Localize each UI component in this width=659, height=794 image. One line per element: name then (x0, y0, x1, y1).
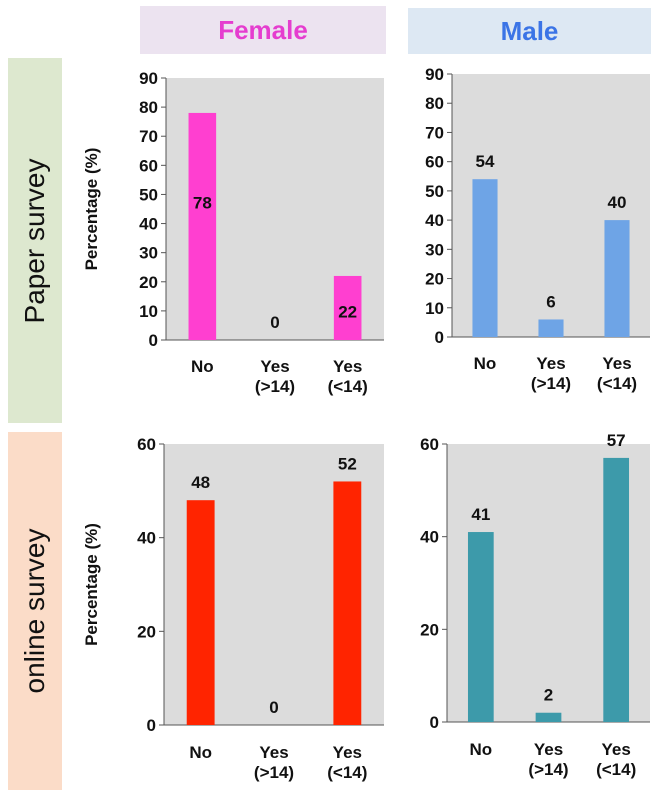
y-tick-label: 40 (425, 211, 444, 230)
y-tick-label: 20 (137, 622, 156, 641)
y-tick-label: 60 (137, 435, 156, 454)
data-label: 2 (544, 686, 553, 705)
y-tick-label: 0 (149, 331, 158, 350)
bar (467, 532, 494, 722)
y-tick-label: 10 (139, 302, 158, 321)
row-label-paper-survey: Paper survey (8, 58, 62, 423)
x-tick-label: Yes (259, 743, 288, 762)
x-tick-label: Yes (602, 740, 631, 759)
bar (535, 712, 562, 722)
y-tick-label: 50 (425, 182, 444, 201)
x-tick-label: Yes (333, 357, 362, 376)
column-header-male: Male (408, 8, 651, 54)
x-tick-label: No (191, 357, 214, 376)
data-label: 78 (193, 193, 212, 212)
y-tick-label: 80 (139, 98, 158, 117)
chart-panel-paper-male: 010203040506070809054No6Yes(>14)40Yes(<1… (425, 65, 650, 393)
y-tick-label: 60 (425, 153, 444, 172)
bar (603, 457, 630, 722)
data-label: 48 (191, 473, 210, 492)
y-tick-label: 40 (137, 529, 156, 548)
y-tick-label: 20 (425, 270, 444, 289)
y-tick-label: 90 (139, 69, 158, 88)
y-axis-label: Percentage (%) (82, 523, 101, 646)
y-tick-label: 0 (435, 328, 444, 347)
column-header-female: Female (140, 6, 386, 54)
x-tick-label: (<14) (597, 374, 637, 393)
bar (186, 500, 215, 725)
y-tick-label: 60 (420, 435, 439, 454)
data-label: 0 (270, 313, 279, 332)
x-tick-label: Yes (260, 357, 289, 376)
bar (604, 220, 630, 337)
chart-panel-paper-female: 0 10 20 30 40 50 60 70 80 90 Percentage (%) 78 No 0 Ye… (82, 69, 384, 396)
y-tick-label: 20 (139, 273, 158, 292)
data-label: 57 (607, 431, 626, 450)
y-tick-label: 40 (420, 528, 439, 547)
x-tick-label: Yes (333, 743, 362, 762)
y-tick-label: 70 (139, 127, 158, 146)
bar (333, 275, 362, 340)
x-tick-label: (>14) (255, 377, 295, 396)
y-tick-label: 30 (139, 244, 158, 263)
y-tick-label: 10 (425, 299, 444, 318)
data-label: 54 (476, 152, 495, 171)
y-tick-label: 30 (425, 240, 444, 259)
column-header-female-label: Female (218, 14, 308, 45)
x-tick-label: (<14) (328, 377, 368, 396)
y-tick-label: 60 (139, 156, 158, 175)
x-tick-label: (<14) (327, 763, 367, 782)
x-tick-label: No (474, 354, 497, 373)
y-tick-label: 0 (147, 716, 156, 735)
data-label: 52 (338, 454, 357, 473)
y-tick-label: 80 (425, 94, 444, 113)
x-tick-label: (>14) (528, 760, 568, 779)
x-tick-label: No (469, 740, 492, 759)
x-tick-label: (>14) (531, 374, 571, 393)
y-axis-label: Percentage (%) (82, 148, 101, 271)
bar (538, 319, 564, 337)
row-label-online-survey: online survey (8, 432, 62, 790)
bar (472, 179, 498, 337)
bar (188, 112, 217, 340)
y-tick-label: 50 (139, 185, 158, 204)
y-tick-label: 40 (139, 215, 158, 234)
y-tick-label: 20 (420, 620, 439, 639)
x-tick-label: No (189, 743, 212, 762)
x-tick-label: (<14) (596, 760, 636, 779)
y-tick-label: 0 (430, 713, 439, 732)
x-tick-label: Yes (536, 354, 565, 373)
x-tick-label: Yes (534, 740, 563, 759)
data-label: 0 (269, 698, 278, 717)
data-label: 22 (338, 303, 357, 322)
data-label: 40 (608, 193, 627, 212)
x-tick-label: (>14) (254, 763, 294, 782)
y-tick-label: 90 (425, 65, 444, 84)
bar (333, 481, 362, 725)
column-header-male-label: Male (500, 15, 559, 46)
x-tick-label: Yes (602, 354, 631, 373)
data-label: 6 (546, 292, 555, 311)
data-label: 41 (471, 505, 490, 524)
y-tick-label: 70 (425, 123, 444, 142)
